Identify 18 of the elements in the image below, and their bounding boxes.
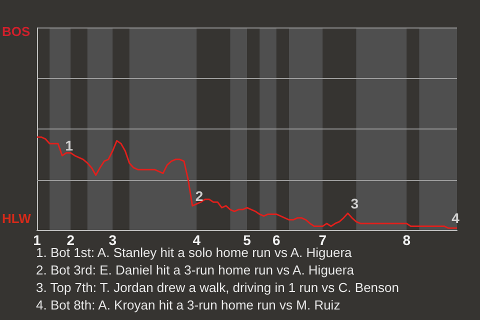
x-tick-label: 4	[192, 232, 201, 248]
text: 3. Top 7th: T. Jordan drew a walk, driving in 1 run vs C. Benson	[36, 280, 399, 295]
text: 1. Bot 1st: A. Stanley hit a solo home run vs A. Higuera	[36, 245, 353, 260]
x-tick-label: 1	[33, 232, 42, 248]
annotation: 1	[65, 138, 74, 154]
x-tick-label: 8	[402, 232, 411, 248]
annotation: 2	[195, 188, 204, 204]
x-tick-label: 3	[108, 232, 117, 248]
text: 4. Bot 8th: A. Kroyan hit a 3-run home run vs M. Ruiz	[36, 298, 340, 312]
text: BOS	[2, 24, 30, 39]
x-tick-label: 7	[318, 232, 327, 248]
text: HLW	[2, 211, 32, 226]
x-tick-label: 5	[243, 232, 252, 248]
x-tick-label: 2	[66, 232, 75, 248]
annotation: 3	[350, 195, 359, 212]
text: 2. Bot 3rd: E. Daniel hit a 3-run home run vs A. Higuera	[36, 262, 355, 278]
x-tick-label: 6	[272, 232, 280, 248]
annotation: 4	[452, 210, 460, 226]
